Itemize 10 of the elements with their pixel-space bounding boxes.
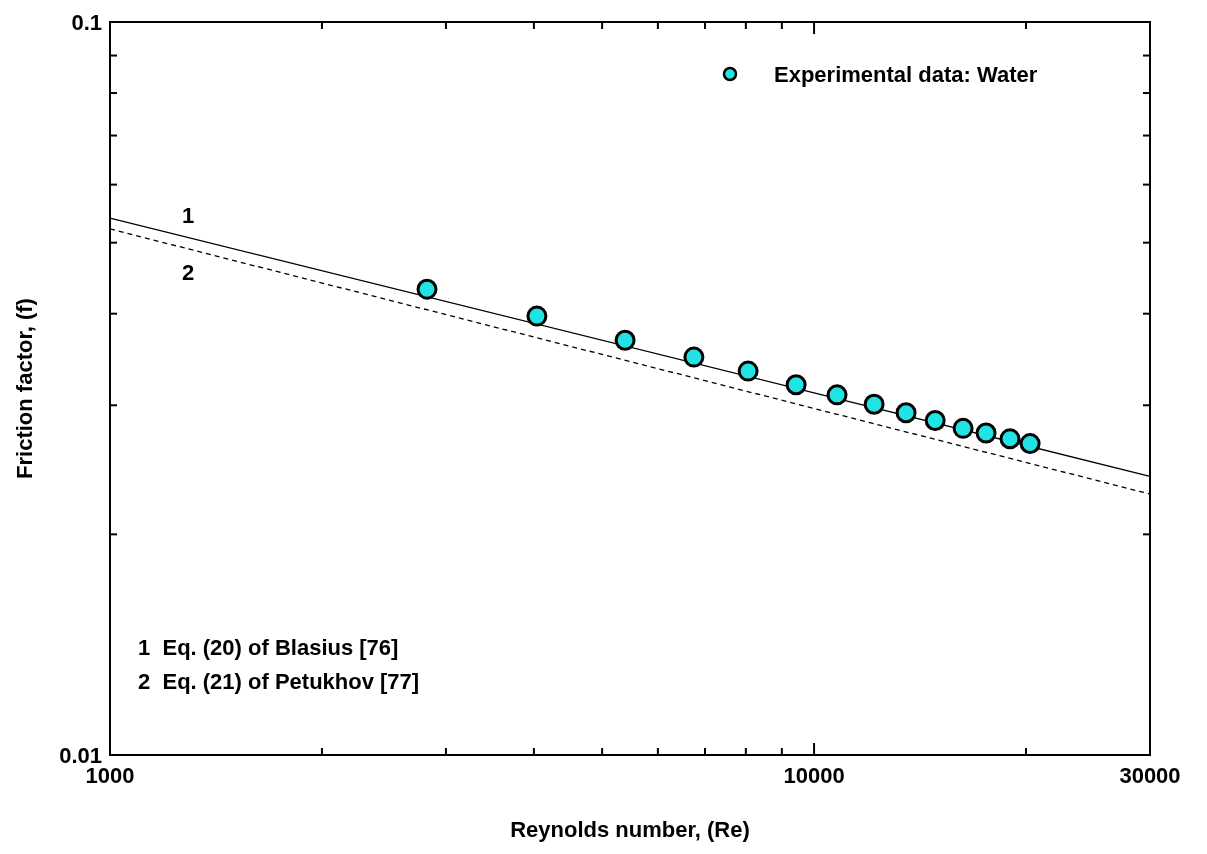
y-tick-label: 0.1: [71, 10, 102, 35]
series-label: 2: [181, 259, 195, 285]
x-axis-title: Reynolds number, (Re): [510, 817, 750, 842]
series-label: 1: [181, 203, 195, 229]
x-tick-label: 10000: [783, 763, 845, 788]
legend-label: Experimental data: Water: [774, 62, 1038, 87]
annotation: 2 Eq. (21) of Petukhov [77]: [138, 669, 420, 694]
y-axis-title: Friction factor, (f): [12, 298, 37, 479]
annotation: 1 Eq. (20) of Blasius [76]: [138, 635, 399, 660]
x-tick-label: 30000: [1119, 763, 1181, 788]
